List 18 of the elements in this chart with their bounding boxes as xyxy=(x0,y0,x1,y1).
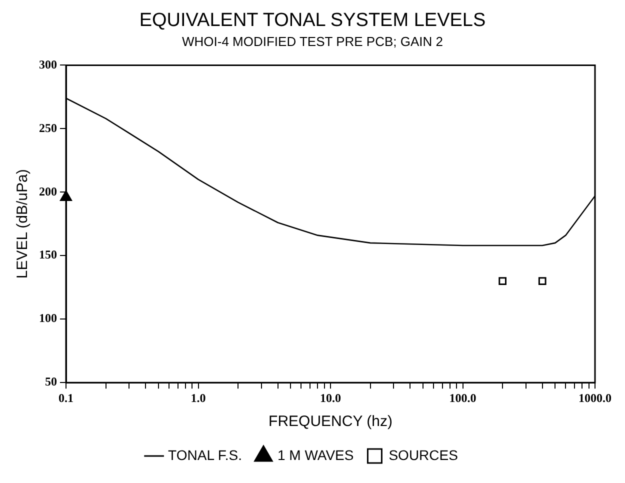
x-tick-label: 10.0 xyxy=(320,390,341,405)
y-tick-label: 50 xyxy=(45,374,57,389)
y-axis-title: LEVEL (dB/uPa) xyxy=(14,169,32,279)
y-tick-label: 300 xyxy=(39,57,57,72)
y-tick-label: 200 xyxy=(39,184,57,198)
chart-title: EQUIVALENT TONAL SYSTEM LEVELS xyxy=(138,10,487,32)
chart-subtitle: WHOI-4 MODIFIED TEST PRE PCB; GAIN 2 xyxy=(180,34,444,49)
x-tick-label: 0.1 xyxy=(58,390,74,405)
y-tick-label: 100 xyxy=(39,311,57,326)
legend-label: SOURCES xyxy=(388,446,458,463)
x-axis-title: FREQUENCY (hz) xyxy=(268,413,392,430)
y-tick-label: 250 xyxy=(39,120,57,135)
x-tick-label: 1000.0 xyxy=(578,390,612,405)
x-tick-label: 100.0 xyxy=(449,390,476,405)
legend-label: 1 M WAVES xyxy=(277,446,354,463)
x-tick-label: 1.0 xyxy=(190,390,206,405)
legend-label: TONAL F.S. xyxy=(168,446,242,463)
y-tick-label: 150 xyxy=(39,248,57,262)
